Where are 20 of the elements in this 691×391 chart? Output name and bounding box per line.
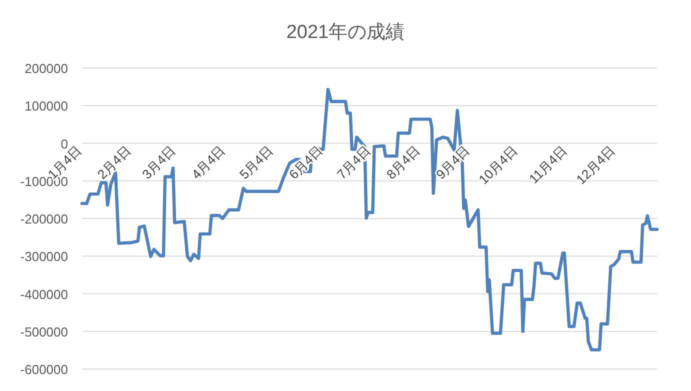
x-tick-label: 2月4日: [94, 142, 134, 182]
x-tick-label: 12月4日: [573, 142, 618, 188]
title: 2021年の成績: [286, 22, 405, 43]
x-tick-label: 10月4日: [476, 142, 520, 188]
x-tick-label: 7月4日: [334, 142, 374, 182]
y-tick-label: -500000: [20, 324, 68, 340]
x-tick-label: 9月4日: [433, 142, 472, 182]
x-tick-label: 11月4日: [526, 142, 570, 186]
x-tick-label: 3月4日: [139, 142, 178, 182]
y-tick-label: -600000: [20, 362, 68, 377]
y-tick-label: 0: [60, 136, 68, 152]
x-tick-label: 8月4日: [384, 142, 423, 182]
y-tick-label: -400000: [20, 286, 68, 302]
x-tick-label: 5月4日: [236, 142, 276, 182]
y-tick-label: 200000: [24, 61, 68, 76]
y-tick-label: -300000: [20, 249, 68, 264]
x-tick-label: 4月4日: [188, 142, 228, 182]
x-tick-label: 6月4日: [286, 142, 326, 182]
y-tick-label: 100000: [24, 98, 68, 114]
y-tick-label: -200000: [20, 212, 68, 226]
